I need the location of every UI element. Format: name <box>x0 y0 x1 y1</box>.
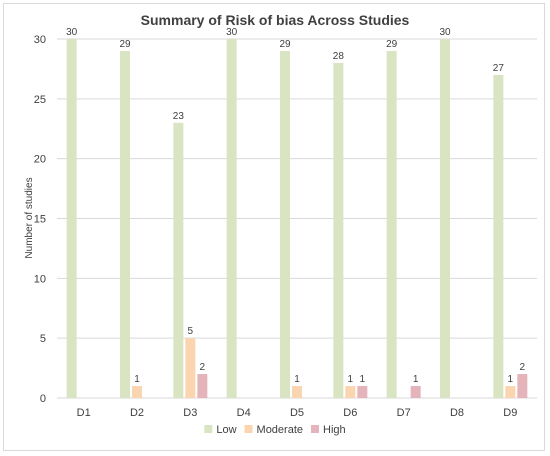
bar-moderate-d9 <box>505 386 516 398</box>
legend: Low Moderate High <box>204 424 346 436</box>
bar-low-d1 <box>66 39 77 398</box>
x-tick-label-d2: D2 <box>130 407 144 419</box>
bar-high-d9 <box>517 374 528 398</box>
x-tick-label-d6: D6 <box>343 407 357 419</box>
bar-high-d7 <box>410 386 421 398</box>
y-axis-title: Number of studies <box>24 177 35 258</box>
bar-low-d8 <box>440 39 450 398</box>
data-label-low-d3: 23 <box>173 111 185 122</box>
data-label-high-d6: 1 <box>360 374 366 385</box>
data-label-high-d3: 2 <box>200 362 206 373</box>
bars <box>66 39 528 399</box>
data-label-high-d9: 2 <box>520 362 526 373</box>
legend-label-moderate: Moderate <box>257 424 303 436</box>
data-label-moderate-d3: 5 <box>188 326 194 337</box>
bar-moderate-d3 <box>185 338 196 398</box>
data-label-low-d8: 30 <box>439 27 451 38</box>
data-label-low-d2: 29 <box>119 39 131 50</box>
data-label-low-d4: 30 <box>226 27 238 38</box>
data-label-low-d6: 28 <box>333 51 345 62</box>
bar-high-d3 <box>197 374 208 398</box>
bar-low-d5 <box>280 50 290 398</box>
x-tick-label-d9: D9 <box>503 407 517 419</box>
x-tick-label-d7: D7 <box>397 407 411 419</box>
y-tick-label: 25 <box>34 94 46 106</box>
legend-label-high: High <box>323 424 346 436</box>
bar-moderate-d2 <box>132 386 142 398</box>
data-label-low-d1: 30 <box>66 27 78 38</box>
data-label-moderate-d9: 1 <box>508 374 514 385</box>
legend-swatch-moderate <box>244 425 253 433</box>
legend-swatch-high <box>311 425 320 433</box>
y-tick-label: 5 <box>40 333 46 345</box>
bar-low-d4 <box>226 39 237 398</box>
bar-low-d2 <box>120 50 130 398</box>
legend-label-low: Low <box>216 424 236 436</box>
bar-low-d6 <box>333 62 344 398</box>
data-label-low-d5: 29 <box>279 39 291 50</box>
data-label-high-d7: 1 <box>413 374 419 385</box>
x-axis-ticks: D1 D2 D3 D4 D5 D6 D7 D8 D9 <box>77 407 518 419</box>
data-label-moderate-d5: 1 <box>294 374 300 385</box>
y-tick-label: 15 <box>34 214 46 226</box>
y-tick-label: 30 <box>34 34 46 46</box>
chart-frame <box>3 3 545 451</box>
bar-low-d7 <box>386 50 397 398</box>
bar-moderate-d5 <box>292 386 302 398</box>
bar-moderate-d6 <box>345 386 356 398</box>
x-tick-label-d8: D8 <box>450 407 464 419</box>
y-tick-label: 0 <box>40 393 46 405</box>
chart-title: Summary of Risk of bias Across Studies <box>141 12 410 28</box>
y-axis-ticks: 0 5 10 15 20 25 30 <box>34 34 46 405</box>
y-tick-label: 20 <box>34 154 46 166</box>
bar-low-d3 <box>173 122 184 399</box>
y-tick-label: 10 <box>34 273 46 285</box>
data-label-moderate-d2: 1 <box>134 374 140 385</box>
data-label-low-d9: 27 <box>493 63 505 74</box>
x-tick-label-d1: D1 <box>77 407 91 419</box>
x-tick-label-d5: D5 <box>290 407 304 419</box>
legend-swatch-low <box>204 425 213 433</box>
bar-high-d6 <box>357 386 368 398</box>
x-tick-label-d3: D3 <box>183 407 197 419</box>
bar-low-d9 <box>493 74 504 399</box>
data-label-low-d7: 29 <box>386 39 398 50</box>
data-label-moderate-d6: 1 <box>348 374 354 385</box>
x-tick-label-d4: D4 <box>237 407 251 419</box>
